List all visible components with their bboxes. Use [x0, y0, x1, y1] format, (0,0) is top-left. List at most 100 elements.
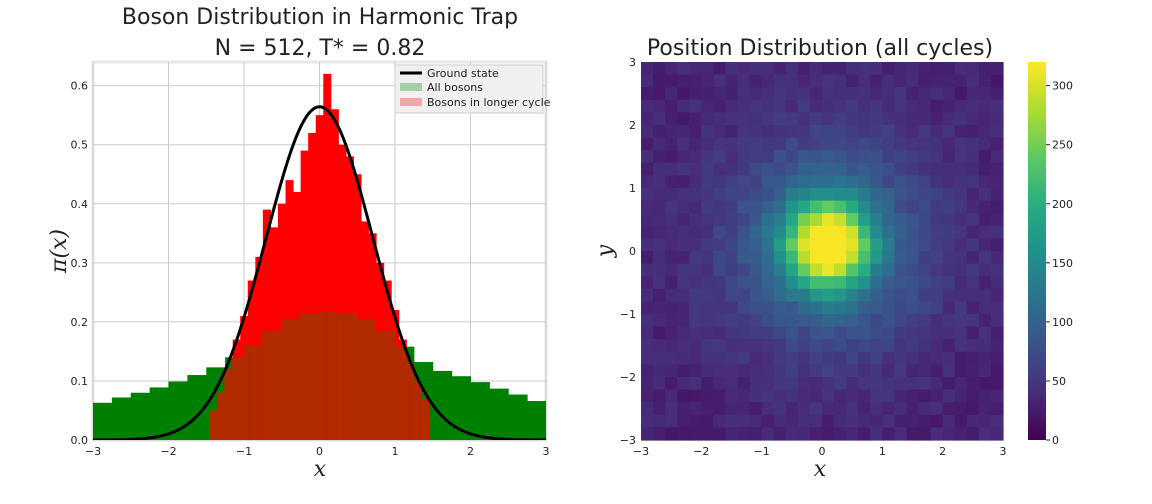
- heatmap-cell: [701, 251, 714, 265]
- heatmap-cell: [822, 162, 835, 176]
- heatmap-cell: [737, 377, 751, 391]
- overlap-slice: [334, 311, 337, 440]
- heatmap-cell: [665, 276, 678, 290]
- heatmap-cell: [809, 402, 823, 416]
- heatmap-cell: [677, 339, 690, 353]
- overlap-slice: [283, 318, 286, 440]
- heatmap-cell: [773, 377, 787, 391]
- heatmap-cell: [677, 276, 690, 290]
- heatmap-cell: [653, 301, 666, 315]
- heatmap-cell: [906, 99, 920, 113]
- heatmap-cell: [641, 326, 654, 340]
- heatmap-cell: [942, 162, 956, 176]
- heatmap-cell: [894, 238, 908, 252]
- heatmap-cell: [713, 125, 727, 139]
- heatmap-cell: [858, 414, 871, 428]
- heatmap-cell: [930, 137, 944, 151]
- heatmap-cell: [858, 314, 871, 328]
- overlap-placeholder: [471, 382, 490, 440]
- overlap-slice: [319, 311, 322, 440]
- heatmap-cell: [641, 389, 654, 403]
- heatmap-cell: [653, 427, 666, 441]
- overlap-slice: [378, 330, 381, 440]
- heatmap-cell: [677, 377, 690, 391]
- left-y-tick-label: 0.1: [71, 375, 89, 388]
- heatmap-cell: [677, 99, 690, 113]
- heatmap-cell: [785, 364, 799, 378]
- heatmap-cell: [906, 351, 920, 365]
- overlap-slice: [271, 330, 273, 440]
- heatmap-cell: [689, 200, 702, 214]
- heatmap-cell: [773, 301, 787, 315]
- heatmap-cell: [749, 402, 763, 416]
- heatmap-cell: [822, 188, 835, 202]
- heatmap-cell: [761, 389, 775, 403]
- heatmap-cell: [870, 389, 883, 403]
- overlap-slice: [296, 318, 299, 440]
- heatmap-cell: [822, 137, 835, 151]
- heatmap-cell: [858, 213, 871, 227]
- heatmap-cell: [882, 314, 895, 328]
- heatmap-cell: [894, 351, 908, 365]
- heatmap-cell: [954, 87, 968, 101]
- heatmap-cell: [846, 74, 859, 88]
- heatmap-cell: [725, 225, 739, 239]
- longer-cycle-bar: [345, 156, 354, 440]
- heatmap-cell: [834, 213, 847, 227]
- heatmap-cell: [749, 62, 763, 76]
- heatmap-cell: [942, 175, 956, 189]
- heatmap-cell: [677, 162, 690, 176]
- heatmap-cell: [749, 213, 763, 227]
- heatmap-cell: [906, 402, 920, 416]
- heatmap-cell: [713, 112, 727, 126]
- heatmap-cell: [689, 377, 702, 391]
- left-x-tick-label: 3: [543, 445, 550, 458]
- heatmap-cell: [882, 414, 895, 428]
- heatmap-cell: [713, 99, 727, 113]
- heatmap-cell: [737, 326, 751, 340]
- heatmap-cell: [809, 150, 823, 164]
- heatmap-cell: [966, 150, 980, 164]
- heatmap-cell: [641, 301, 654, 315]
- heatmap-cell: [785, 276, 799, 290]
- overlap-slice: [311, 313, 314, 440]
- heatmap-cell: [653, 125, 666, 139]
- heatmap-cell: [954, 125, 968, 139]
- left-x-tick-label: −1: [236, 445, 252, 458]
- heatmap-cell: [641, 213, 654, 227]
- heatmap-cell: [653, 238, 666, 252]
- legend-longer-cycle-label: Bosons in longer cycle: [427, 96, 551, 109]
- heatmap-cell: [918, 74, 932, 88]
- heatmap-cell: [870, 225, 883, 239]
- heatmap-cell: [797, 125, 811, 139]
- heatmap-cell: [870, 351, 883, 365]
- heatmap-cell: [701, 276, 714, 290]
- heatmap-cell: [641, 175, 654, 189]
- heatmap-cell: [966, 377, 980, 391]
- heatmap-cell: [677, 213, 690, 227]
- heatmap-cell: [665, 112, 678, 126]
- overlap-slice: [339, 313, 341, 440]
- left-x-axis-label: x: [314, 457, 327, 482]
- heatmap-cell: [809, 377, 823, 391]
- overlap-slice: [425, 398, 428, 440]
- heatmap-cell: [978, 112, 992, 126]
- heatmap-cell: [846, 251, 859, 265]
- heatmap-cell: [797, 288, 811, 302]
- heatmap-cell: [677, 87, 690, 101]
- overlap-slice: [248, 345, 251, 440]
- heatmap-cell: [761, 99, 775, 113]
- heatmap-cell: [653, 175, 666, 189]
- heatmap-cell: [930, 188, 944, 202]
- overlap-placeholder: [489, 389, 508, 440]
- heatmap-cell: [785, 427, 799, 441]
- heatmap-cell: [990, 251, 1004, 265]
- heatmap-cell: [894, 288, 908, 302]
- heatmap-cell: [846, 389, 859, 403]
- heatmap-cell: [701, 414, 714, 428]
- heatmap-cell: [713, 150, 727, 164]
- overlap-slice: [328, 311, 331, 440]
- heatmap-cell: [870, 339, 883, 353]
- heatmap-cell: [713, 402, 727, 416]
- heatmap-cell: [918, 276, 932, 290]
